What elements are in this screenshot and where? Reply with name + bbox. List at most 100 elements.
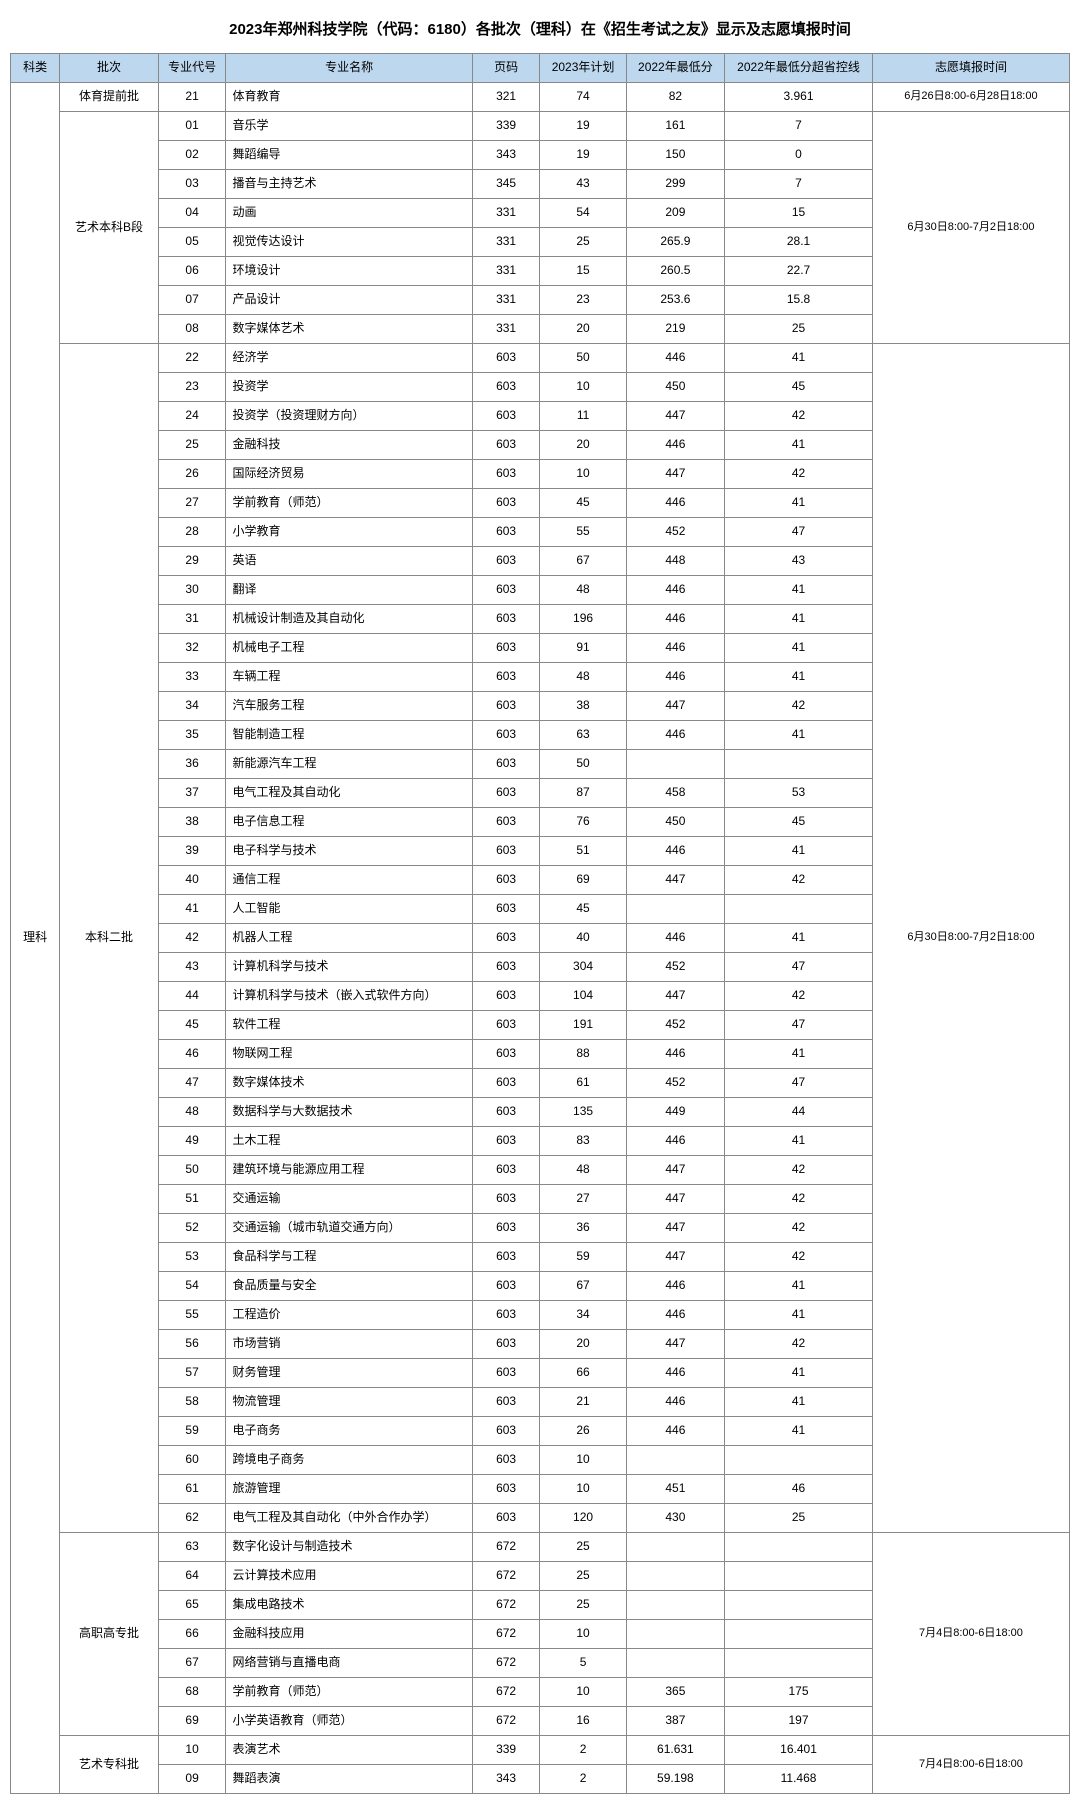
min-cell: 450 [626,373,725,402]
page-cell: 343 [472,141,540,170]
code-cell: 48 [158,1098,226,1127]
name-cell: 英语 [226,547,472,576]
plan-cell: 304 [540,953,626,982]
min-cell: 447 [626,692,725,721]
name-cell: 交通运输 [226,1185,472,1214]
min-cell: 161 [626,112,725,141]
table-row: 理科体育提前批21体育教育32174823.9616月26日8:00-6月28日… [11,83,1070,112]
min-cell: 253.6 [626,286,725,315]
page-cell: 603 [472,895,540,924]
plan-cell: 38 [540,692,626,721]
name-cell: 数字化设计与制造技术 [226,1533,472,1562]
min-cell: 446 [626,576,725,605]
min-cell: 452 [626,1011,725,1040]
min-cell [626,1446,725,1475]
plan-cell: 67 [540,1272,626,1301]
name-cell: 车辆工程 [226,663,472,692]
batch-cell: 体育提前批 [60,83,159,112]
name-cell: 环境设计 [226,257,472,286]
code-cell: 49 [158,1127,226,1156]
page-cell: 603 [472,576,540,605]
col-batch: 批次 [60,54,159,83]
min-cell: 447 [626,982,725,1011]
plan-cell: 54 [540,199,626,228]
page-cell: 345 [472,170,540,199]
plan-cell: 19 [540,112,626,141]
page-cell: 603 [472,1330,540,1359]
code-cell: 03 [158,170,226,199]
page-cell: 603 [472,460,540,489]
code-cell: 56 [158,1330,226,1359]
code-cell: 22 [158,344,226,373]
name-cell: 智能制造工程 [226,721,472,750]
min-cell [626,1649,725,1678]
plan-cell: 10 [540,1475,626,1504]
diff-cell: 15.8 [725,286,873,315]
page-cell: 603 [472,344,540,373]
diff-cell: 0 [725,141,873,170]
plan-cell: 43 [540,170,626,199]
name-cell: 电子信息工程 [226,808,472,837]
diff-cell: 41 [725,1301,873,1330]
name-cell: 音乐学 [226,112,472,141]
name-cell: 建筑环境与能源应用工程 [226,1156,472,1185]
name-cell: 人工智能 [226,895,472,924]
table-row: 高职高专批63数字化设计与制造技术672257月4日8:00-6日18:00 [11,1533,1070,1562]
diff-cell: 42 [725,1330,873,1359]
plan-cell: 45 [540,895,626,924]
name-cell: 物流管理 [226,1388,472,1417]
code-cell: 24 [158,402,226,431]
page-cell: 603 [472,605,540,634]
page-cell: 672 [472,1707,540,1736]
code-cell: 67 [158,1649,226,1678]
code-cell: 55 [158,1301,226,1330]
name-cell: 国际经济贸易 [226,460,472,489]
min-cell: 447 [626,1243,725,1272]
code-cell: 39 [158,837,226,866]
diff-cell: 53 [725,779,873,808]
plan-cell: 11 [540,402,626,431]
page-cell: 603 [472,402,540,431]
page-cell: 603 [472,1214,540,1243]
page-cell: 603 [472,1156,540,1185]
code-cell: 42 [158,924,226,953]
min-cell: 452 [626,1069,725,1098]
diff-cell: 7 [725,112,873,141]
plan-cell: 27 [540,1185,626,1214]
min-cell: 260.5 [626,257,725,286]
plan-cell: 10 [540,373,626,402]
code-cell: 37 [158,779,226,808]
page-cell: 603 [472,982,540,1011]
min-cell: 447 [626,460,725,489]
diff-cell [725,1533,873,1562]
name-cell: 学前教育（师范） [226,489,472,518]
min-cell: 365 [626,1678,725,1707]
col-time: 志愿填报时间 [872,54,1069,83]
name-cell: 电子商务 [226,1417,472,1446]
page-cell: 343 [472,1765,540,1794]
diff-cell: 22.7 [725,257,873,286]
code-cell: 62 [158,1504,226,1533]
plan-cell: 2 [540,1736,626,1765]
min-cell: 59.198 [626,1765,725,1794]
col-diff: 2022年最低分超省控线 [725,54,873,83]
name-cell: 跨境电子商务 [226,1446,472,1475]
diff-cell: 46 [725,1475,873,1504]
page-cell: 603 [472,1359,540,1388]
diff-cell: 42 [725,1185,873,1214]
page-cell: 672 [472,1649,540,1678]
col-name: 专业名称 [226,54,472,83]
code-cell: 60 [158,1446,226,1475]
diff-cell: 42 [725,692,873,721]
diff-cell: 197 [725,1707,873,1736]
diff-cell: 3.961 [725,83,873,112]
min-cell: 447 [626,1214,725,1243]
plan-cell: 23 [540,286,626,315]
plan-cell: 88 [540,1040,626,1069]
name-cell: 经济学 [226,344,472,373]
code-cell: 59 [158,1417,226,1446]
plan-cell: 135 [540,1098,626,1127]
page-cell: 603 [472,1417,540,1446]
diff-cell: 47 [725,1011,873,1040]
diff-cell [725,895,873,924]
